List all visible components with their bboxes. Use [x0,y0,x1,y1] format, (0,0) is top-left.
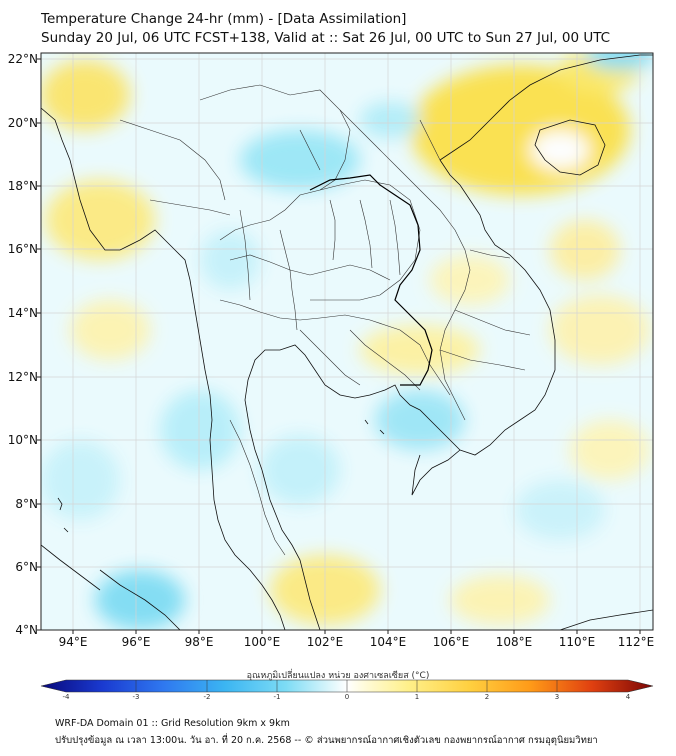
lon-label: 98°E [185,635,214,649]
map-subtitle: Sunday 20 Jul, 06 UTC FCST+138, Valid at… [41,30,611,46]
colorbar-tick: 0 [344,693,350,701]
axis-ticks [37,58,641,634]
lat-label: 20°N [8,116,38,130]
colorbar [40,679,654,693]
lon-label: 102°E [307,635,344,649]
colorbar-tick: -1 [273,693,281,701]
colorbar-tick: -4 [62,693,70,701]
gridlines [41,53,653,630]
colorbar-separators [135,680,558,692]
lon-label: 108°E [496,635,533,649]
lat-label: 12°N [8,370,38,384]
lon-label: 100°E [244,635,281,649]
map-title: Temperature Change 24-hr (mm) - [Data As… [41,11,407,27]
map-frame [40,52,654,631]
colorbar-tick: 2 [484,693,490,701]
latitude-labels: 22°N 20°N 18°N 16°N 14°N 12°N 10°N 8°N 6… [8,52,38,637]
lon-label: 104°E [370,635,407,649]
colorbar-tick: 1 [414,693,420,701]
province-borders [119,84,531,556]
lon-label: 96°E [122,635,151,649]
lon-label: 110°E [559,635,596,649]
lat-label: 18°N [8,179,38,193]
lat-label: 22°N [8,52,38,66]
colorbar-tick: -2 [203,693,211,701]
temperature-field [41,53,653,630]
lon-label: 112°E [618,635,655,649]
colorbar-tick: 3 [554,693,560,701]
coastlines [41,54,653,630]
model-info: WRF-DA Domain 01 :: Grid Resolution 9km … [55,718,290,729]
lat-label: 4°N [15,623,38,637]
update-credit: ปรับปรุงข้อมูล ณ เวลา 13:00น. วัน อา. ที… [55,735,598,746]
lat-label: 8°N [15,497,38,511]
lat-label: 16°N [8,242,38,256]
lat-label: 10°N [8,433,38,447]
lat-label: 14°N [8,306,38,320]
colorbar-tick: 4 [625,693,631,701]
national-border [309,174,433,386]
lon-label: 106°E [433,635,470,649]
lat-label: 6°N [15,560,38,574]
longitude-labels: 94°E 96°E 98°E 100°E 102°E 104°E 106°E 1… [59,635,655,649]
colorbar-label: อุณหภูมิเปลี่ยนแปลง หน่วย องศาเซลเซียส (… [246,671,430,681]
colorbar-tick: -3 [132,693,140,701]
lon-label: 94°E [59,635,88,649]
